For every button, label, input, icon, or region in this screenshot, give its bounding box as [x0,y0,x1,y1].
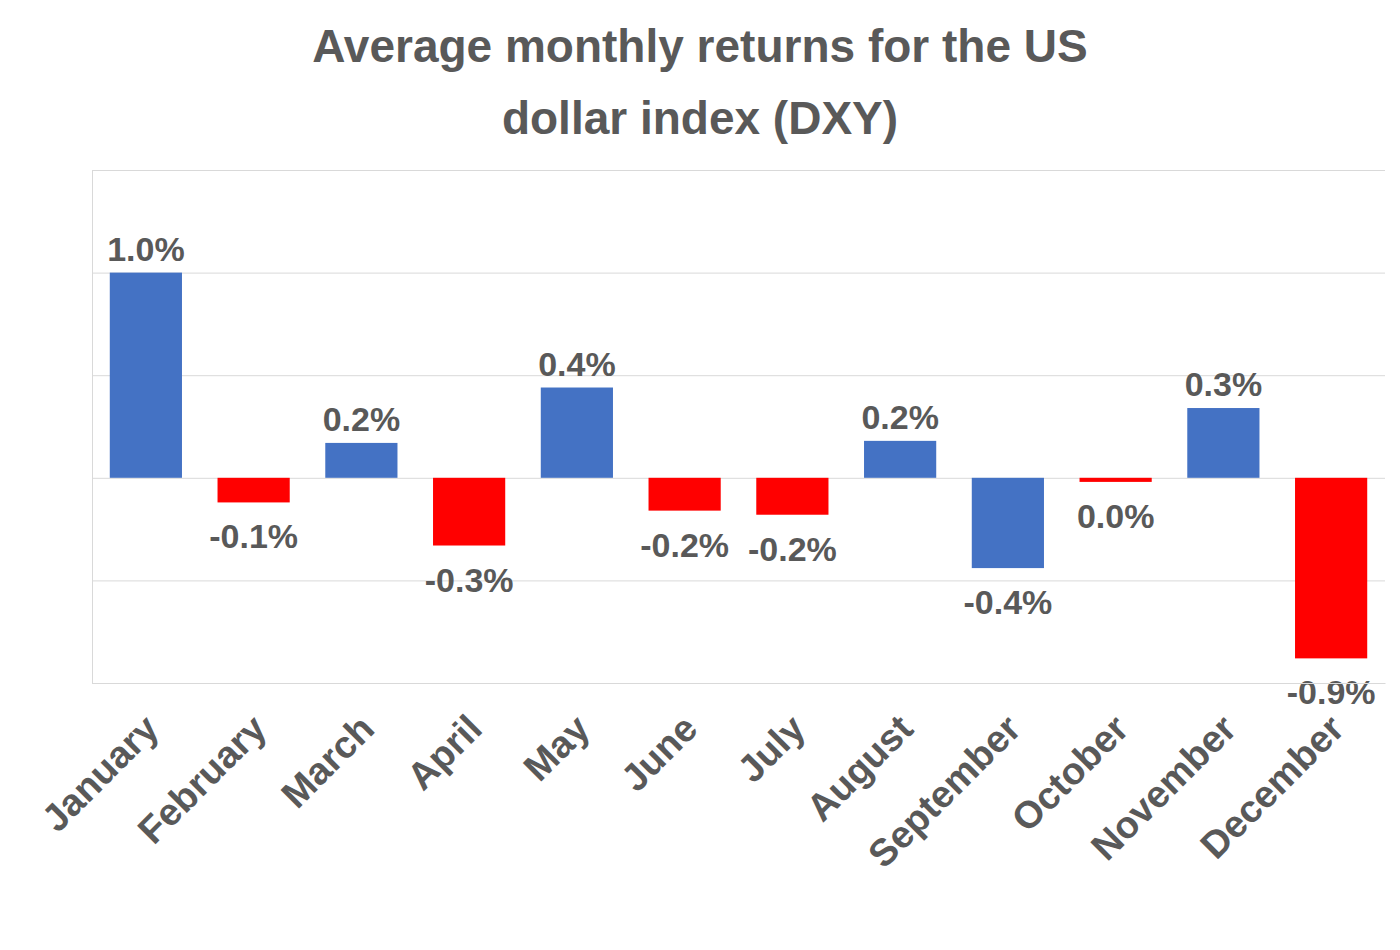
x-axis-line [93,683,1386,684]
grid-line [92,273,1385,274]
x-tick: February [130,707,275,852]
data-label: 0.3% [1185,365,1263,403]
bar [864,441,936,478]
y-axis-line [92,171,93,684]
title-line: Average monthly returns for the US [312,20,1087,72]
data-label: -0.2% [748,530,837,568]
data-label: 0.2% [323,400,401,438]
x-tick-label: May [516,707,598,789]
data-label: 1.0% [107,230,185,268]
x-tick: July [730,707,813,790]
bar [1295,478,1367,659]
bar [649,478,721,511]
x-tick: April [399,707,490,798]
bar [972,478,1044,568]
x-tick-label: April [399,707,490,798]
data-labels: 1.0% -0.1% 0.2% -0.3% 0.4% -0.2% -0.2% 0.2% -0.4… [107,230,1375,712]
y-tick [92,580,1385,581]
y-tick [92,683,1385,684]
data-label: 0.4% [538,345,616,383]
data-label: -0.2% [640,526,729,564]
grid-line [92,580,1385,581]
bar [218,478,290,503]
bar [325,443,397,478]
x-tick: December [1192,707,1352,867]
x-tick-label: July [730,707,813,790]
y-tick [92,273,1385,274]
chart-svg: Average monthly returns for the US dollar… [0,0,1400,950]
grid-line [92,683,1385,684]
bar [110,273,182,478]
x-axis: JanuaryFebruaryMarchAprilMayJuneJulyAugu… [34,684,1386,876]
grid-line [92,170,1385,171]
chart-title: Average monthly returns for the US dollar… [312,20,1087,144]
x-tick: March [273,707,382,816]
bar [541,388,613,478]
y-axis [92,171,1385,684]
bar [756,478,828,515]
x-tick-label: March [273,707,382,816]
y-tick [92,170,1385,171]
x-tick: May [516,707,598,789]
x-tick: June [613,707,705,799]
bar [1187,408,1259,478]
x-tick-label: February [130,707,275,852]
data-label: -0.3% [425,561,514,599]
bars [110,273,1367,659]
data-label: 0.2% [861,398,939,436]
data-label: 0.0% [1077,497,1155,535]
data-label: -0.9% [1287,673,1376,711]
bar [433,478,505,546]
x-tick-label: September [860,707,1029,876]
title-line: dollar index (DXY) [502,92,898,144]
x-tick-label: December [1192,707,1352,867]
data-label: -0.4% [963,583,1052,621]
x-tick: September [860,707,1029,876]
x-tick-label: June [613,707,705,799]
data-label: -0.1% [209,517,298,555]
bar [1080,478,1152,482]
